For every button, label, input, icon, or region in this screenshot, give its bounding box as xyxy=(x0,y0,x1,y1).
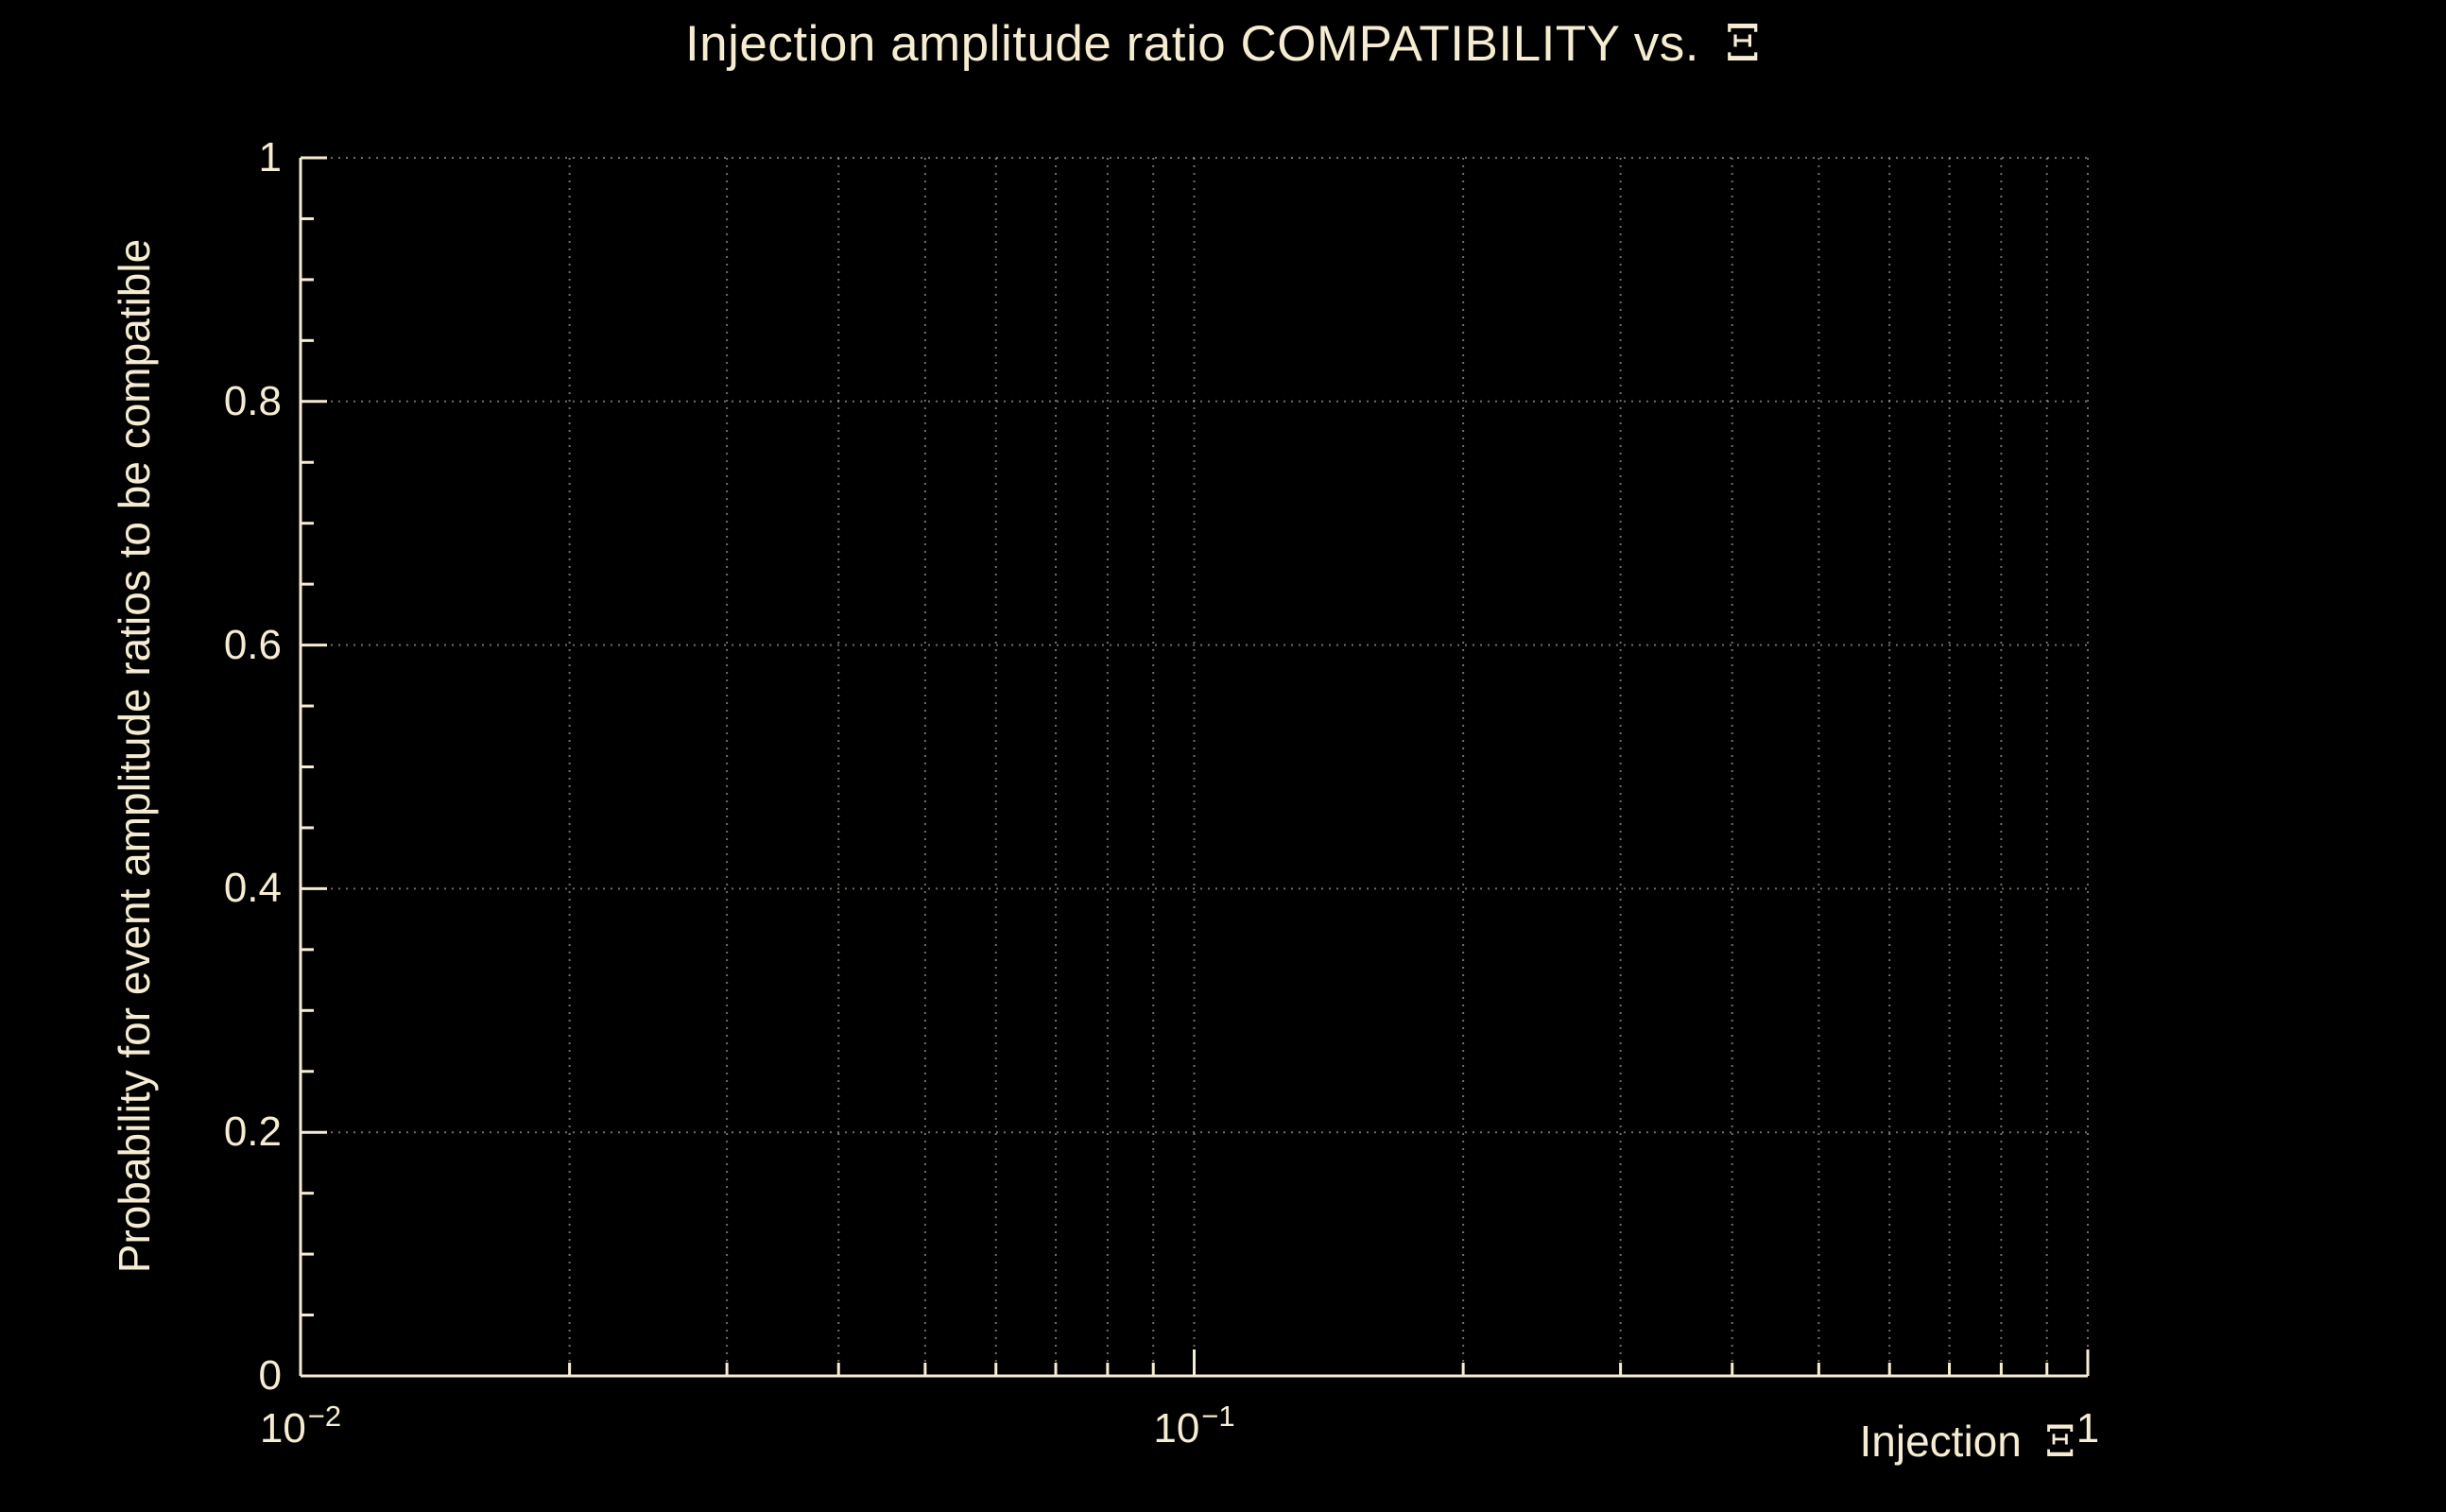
x-tick-base: 10 xyxy=(1153,1405,1200,1452)
x-tick-base: 10 xyxy=(259,1405,306,1452)
y-tick-label: 0.2 xyxy=(223,1108,282,1156)
x-tick-exponent: −1 xyxy=(1201,1400,1235,1433)
x-axis-label-text: Injection xyxy=(1859,1417,2034,1466)
xi-symbol: Ξ xyxy=(1725,15,1762,73)
x-tick-label: 10−1 xyxy=(1153,1400,1234,1453)
y-tick-label: 0.6 xyxy=(223,621,282,668)
x-tick-exponent: −2 xyxy=(307,1400,342,1433)
x-tick-label: 1 xyxy=(2076,1408,2099,1450)
x-tick-base: 1 xyxy=(2076,1405,2100,1452)
y-tick-label: 1 xyxy=(258,134,282,180)
x-axis-label: Injection Ξ xyxy=(1860,1416,2076,1467)
chart-title: Injection amplitude ratio COMPATIBILITY … xyxy=(0,15,2446,73)
y-tick-label: 0.4 xyxy=(223,865,282,912)
xi-symbol: Ξ xyxy=(2044,1416,2076,1467)
y-tick-label: 0 xyxy=(258,1352,282,1399)
chart-title-text: Injection amplitude ratio COMPATIBILITY … xyxy=(684,16,1714,72)
y-tick-label: 0.8 xyxy=(223,377,282,424)
x-tick-label: 10−2 xyxy=(259,1400,341,1453)
